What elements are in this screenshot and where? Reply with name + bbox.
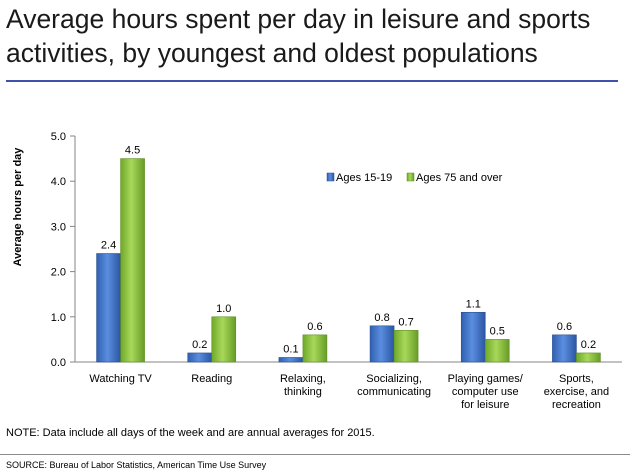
x-tick-label-line: computer use xyxy=(452,386,519,398)
x-tick-label-line: communicating xyxy=(357,386,431,398)
y-tick-label: 5.0 xyxy=(51,131,66,143)
data-label: 2.4 xyxy=(101,240,116,252)
bar xyxy=(187,352,213,363)
data-label: 0.6 xyxy=(557,321,572,333)
data-label: 0.8 xyxy=(374,312,389,324)
y-tick-label: 0.0 xyxy=(51,357,66,369)
bar xyxy=(484,339,510,363)
bar xyxy=(211,316,237,363)
data-label: 0.2 xyxy=(192,339,207,351)
x-tick-label: Socializing, communicating xyxy=(357,373,431,398)
source-divider xyxy=(0,454,630,455)
data-label: 1.0 xyxy=(216,303,231,315)
bar xyxy=(576,352,601,363)
x-tick-label: Playing games/computer use for leisure xyxy=(448,373,524,411)
bar xyxy=(96,253,121,363)
x-tick-label-line: Watching TV xyxy=(89,373,152,385)
data-label: 0.1 xyxy=(283,343,298,355)
x-tick-label-line: thinking xyxy=(284,386,322,398)
bar xyxy=(120,158,145,363)
bar xyxy=(552,334,577,363)
data-label: 0.6 xyxy=(307,321,322,333)
legend-swatch xyxy=(406,172,415,182)
data-label: 0.7 xyxy=(398,316,413,328)
legend-swatch xyxy=(326,172,335,182)
x-tick-label-line: Playing games/ xyxy=(448,373,524,385)
chart-source: SOURCE: Bureau of Labor Statistics, Amer… xyxy=(6,460,267,470)
title-divider xyxy=(6,80,618,82)
data-label: 0.5 xyxy=(490,325,505,337)
legend-label: Ages 15-19 xyxy=(336,172,392,184)
bar xyxy=(460,311,486,363)
x-tick-label-line: Sports, xyxy=(559,373,594,385)
x-tick-label-line: exercise, and xyxy=(544,386,609,398)
data-label: 0.2 xyxy=(581,339,596,351)
data-label: 4.5 xyxy=(125,145,140,157)
y-tick-label: 1.0 xyxy=(51,312,66,324)
data-label: 1.1 xyxy=(466,298,481,310)
x-tick-label: Watching TV xyxy=(89,373,152,385)
y-tick-label: 3.0 xyxy=(51,221,66,233)
x-tick-label: Sports, exercise, and recreation xyxy=(544,373,609,411)
y-tick-label: 2.0 xyxy=(51,267,66,279)
x-tick-label-line: Reading xyxy=(191,373,232,385)
bar xyxy=(302,334,328,363)
x-tick-label-line: for leisure xyxy=(461,399,509,411)
y-axis-title: Average hours per day xyxy=(12,147,24,267)
legend-label: Ages 75 and over xyxy=(416,172,503,184)
bar xyxy=(393,330,419,363)
chart-note: NOTE: Data include all days of the week … xyxy=(6,427,375,439)
x-tick-label-line: Relaxing, xyxy=(280,373,326,385)
y-tick-label: 4.0 xyxy=(51,176,66,188)
bar xyxy=(278,357,304,363)
x-tick-label-line: recreation xyxy=(552,399,601,411)
x-tick-label: Relaxing, thinking xyxy=(280,373,326,398)
x-tick-label-line: Socializing, xyxy=(366,373,422,385)
bar xyxy=(369,325,395,363)
x-tick-label: Reading xyxy=(191,373,232,385)
chart-title: Average hours spent per day in leisure a… xyxy=(6,4,591,68)
